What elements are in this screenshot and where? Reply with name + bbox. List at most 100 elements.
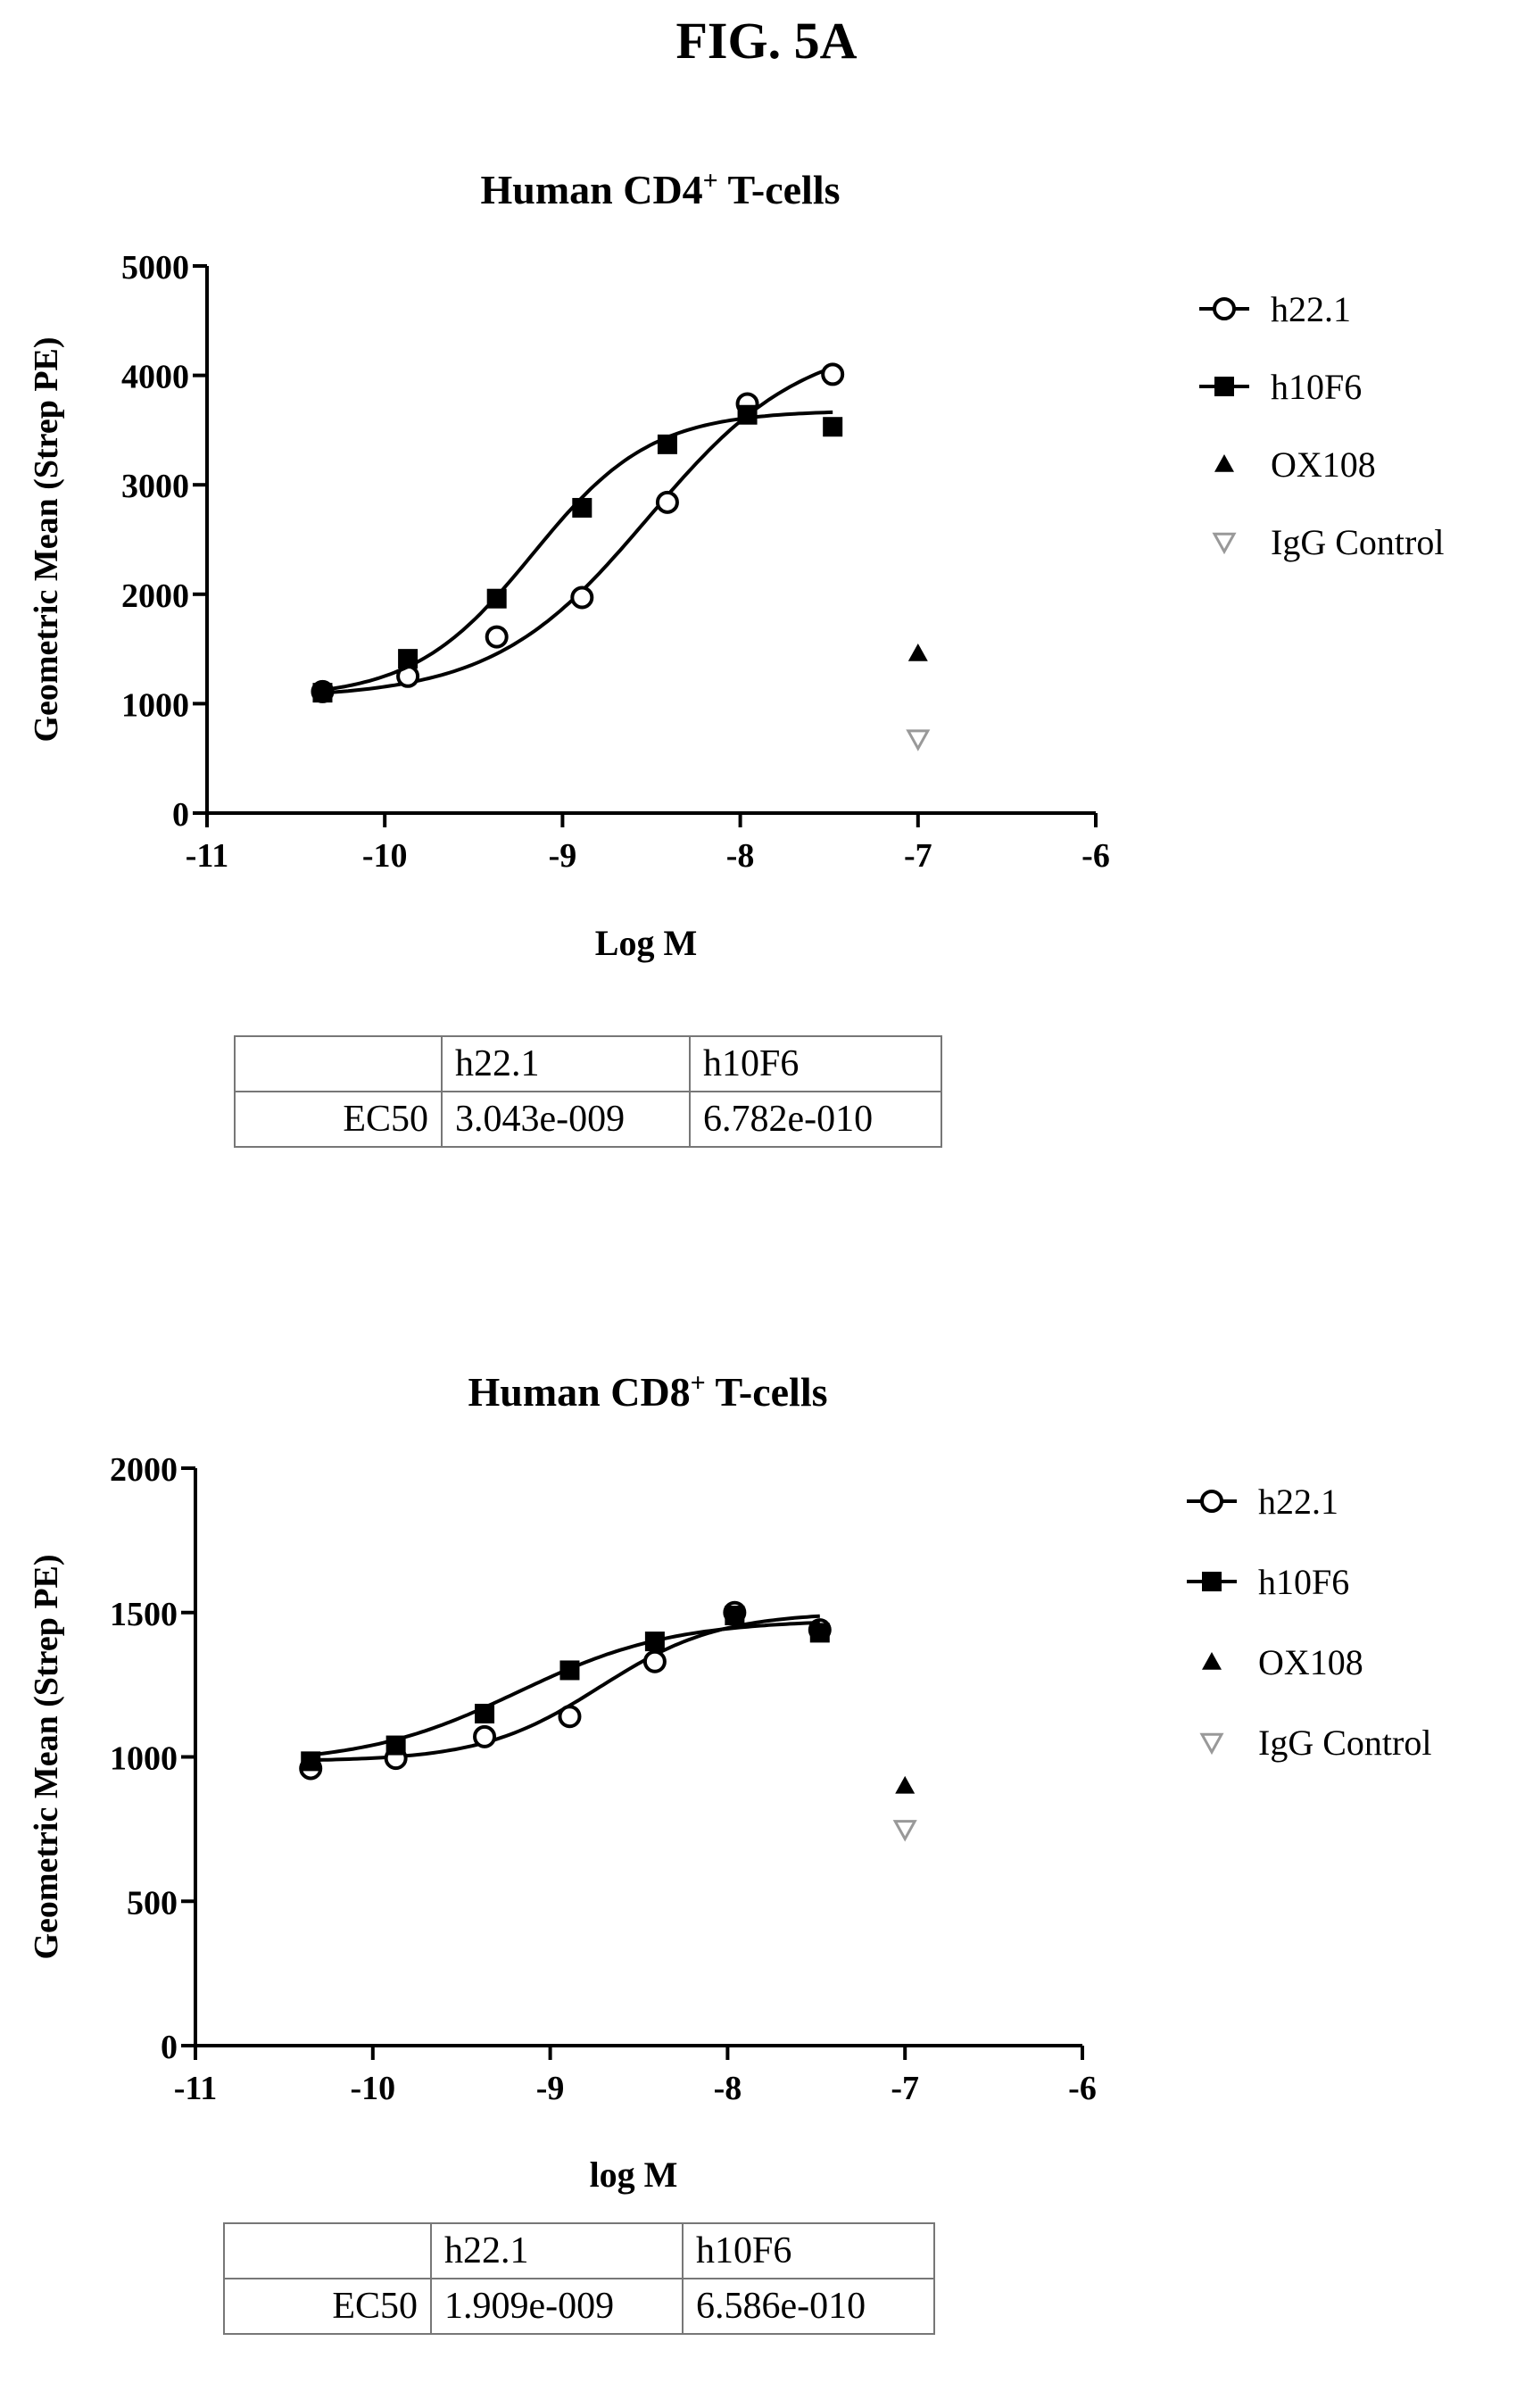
legend-item-ox108: OX108 [1202,1642,1363,1682]
legend-marker [1214,377,1234,396]
point-h10f6 [559,1660,580,1681]
legend: h22.1 h10F6 OX108 IgG Control [1199,289,1444,562]
series-ox108 [907,644,928,661]
point-ox108 [895,1775,916,1794]
legend-item-h22-1: h22.1 [1199,289,1351,329]
table-header-h22-1: h22.1 [441,1035,691,1092]
fit-curve-h10f6 [310,1621,820,1757]
ec50-table-cd4: h22.1 h10F6 EC50 3.043e-009 6.782e-010 [234,1035,942,1148]
x-tick-label: -10 [362,837,408,875]
legend-item-h10f6: h10F6 [1187,1562,1349,1602]
y-tick-label: 0 [161,2029,178,2066]
y-axis-label: Geometric Mean (Strep PE) [28,1554,65,1959]
x-tick-label: -8 [714,2070,742,2107]
point-h22-1 [570,585,594,610]
y-tick-label: 0 [172,796,189,834]
table-header-empty [223,2222,432,2279]
point-h10f6 [644,1632,665,1652]
legend-label: OX108 [1258,1642,1363,1682]
legend-label: IgG Control [1271,522,1444,562]
point-h10f6 [737,404,758,425]
series-igg-control [892,1820,917,1842]
series-h10f6 [301,1605,830,1772]
point-h10f6 [475,1703,495,1723]
legend-item-igg-control: IgG Control [1199,1723,1431,1763]
y-tick-label: 2000 [110,1451,178,1489]
y-tick-label: 1000 [110,1740,178,1778]
y-tick-label: 5000 [121,249,189,286]
legend-label: OX108 [1271,444,1376,485]
legend-label: IgG Control [1258,1723,1431,1763]
point-h10f6 [823,417,843,437]
point-ox108 [907,644,928,661]
fit-curve-h10f6 [322,410,833,693]
point-h10f6 [385,1735,406,1756]
y-tick-label: 2000 [121,577,189,615]
point-igg-control [906,729,931,751]
x-tick-label: -9 [549,837,577,875]
x-tick-label: -8 [726,837,755,875]
ec50-value-h22-1: 3.043e-009 [441,1091,691,1148]
ec50-value-h10f6: 6.782e-010 [689,1091,942,1148]
point-h10f6 [301,1751,321,1772]
legend-label: h10F6 [1271,367,1362,407]
ec50-value-h10f6: 6.586e-010 [682,2278,935,2335]
point-h10f6 [572,497,592,518]
legend-item-h10f6: h10F6 [1199,367,1362,407]
y-tick-label: 4000 [121,359,189,396]
y-tick-label: 3000 [121,468,189,505]
legend-label: h10F6 [1258,1562,1349,1602]
table-header-h22-1: h22.1 [430,2222,684,2279]
y-tick-label: 1000 [121,686,189,724]
point-igg-control [892,1820,917,1842]
legend-label: h22.1 [1258,1482,1338,1522]
table-row-label: EC50 [223,2278,432,2335]
point-h10f6 [398,649,418,669]
legend-marker [1214,454,1234,472]
x-tick-label: -7 [904,837,932,875]
y-axis-label: Geometric Mean (Strep PE) [28,336,65,742]
legend-item-igg-control: IgG Control [1212,522,1444,562]
table-header-h10f6: h10F6 [689,1035,942,1092]
chart-cd4: Human CD4+ T-cells 0 1000 2000 3000 4000 5000 -… [28,166,1444,964]
point-h22-1 [558,1705,582,1729]
point-h10f6 [312,683,333,703]
legend: h22.1 h10F6 OX108 IgG Control [1187,1482,1431,1763]
legend-marker [1202,1572,1222,1591]
point-h22-1 [473,1724,497,1748]
x-axis-label: log M [590,2155,678,2195]
point-h10f6 [725,1605,745,1625]
point-h22-1 [821,362,845,386]
ec50-table-cd8: h22.1 h10F6 EC50 1.909e-009 6.586e-010 [223,2222,935,2335]
point-h22-1 [655,490,679,514]
ec50-value-h22-1: 1.909e-009 [430,2278,684,2335]
y-tick-label: 1500 [110,1596,178,1633]
y-tick-label: 500 [127,1884,178,1922]
x-tick-label: -11 [174,2070,218,2107]
chart-title: Human CD8+ T-cells [468,1368,827,1416]
legend-item-ox108: OX108 [1214,444,1376,485]
x-axis-label: Log M [595,923,697,963]
legend-marker [1213,297,1236,320]
legend-marker [1200,1490,1223,1513]
series-ox108 [895,1775,916,1794]
chart-title: Human CD4+ T-cells [480,166,840,213]
point-h22-1 [642,1649,667,1673]
x-tick-label: -7 [891,2070,919,2107]
series-h10f6 [312,404,843,703]
series-h22-1 [299,1600,832,1781]
x-tick-label: -9 [536,2070,565,2107]
chart-cd8: Human CD8+ T-cells 0 500 1000 1500 2000 -11 -10… [28,1368,1431,2196]
table-header-h10f6: h10F6 [682,2222,935,2279]
x-tick-label: -10 [350,2070,395,2107]
point-h22-1 [485,625,509,649]
legend-label: h22.1 [1271,289,1351,329]
figure-title: FIG. 5A [675,12,858,70]
legend-marker [1212,532,1237,555]
series-igg-control [906,729,931,751]
legend-marker [1202,1652,1222,1670]
point-h10f6 [486,588,507,609]
legend-item-h22-1: h22.1 [1187,1482,1338,1522]
x-tick-label: -6 [1081,837,1110,875]
table-row-label: EC50 [234,1091,443,1148]
